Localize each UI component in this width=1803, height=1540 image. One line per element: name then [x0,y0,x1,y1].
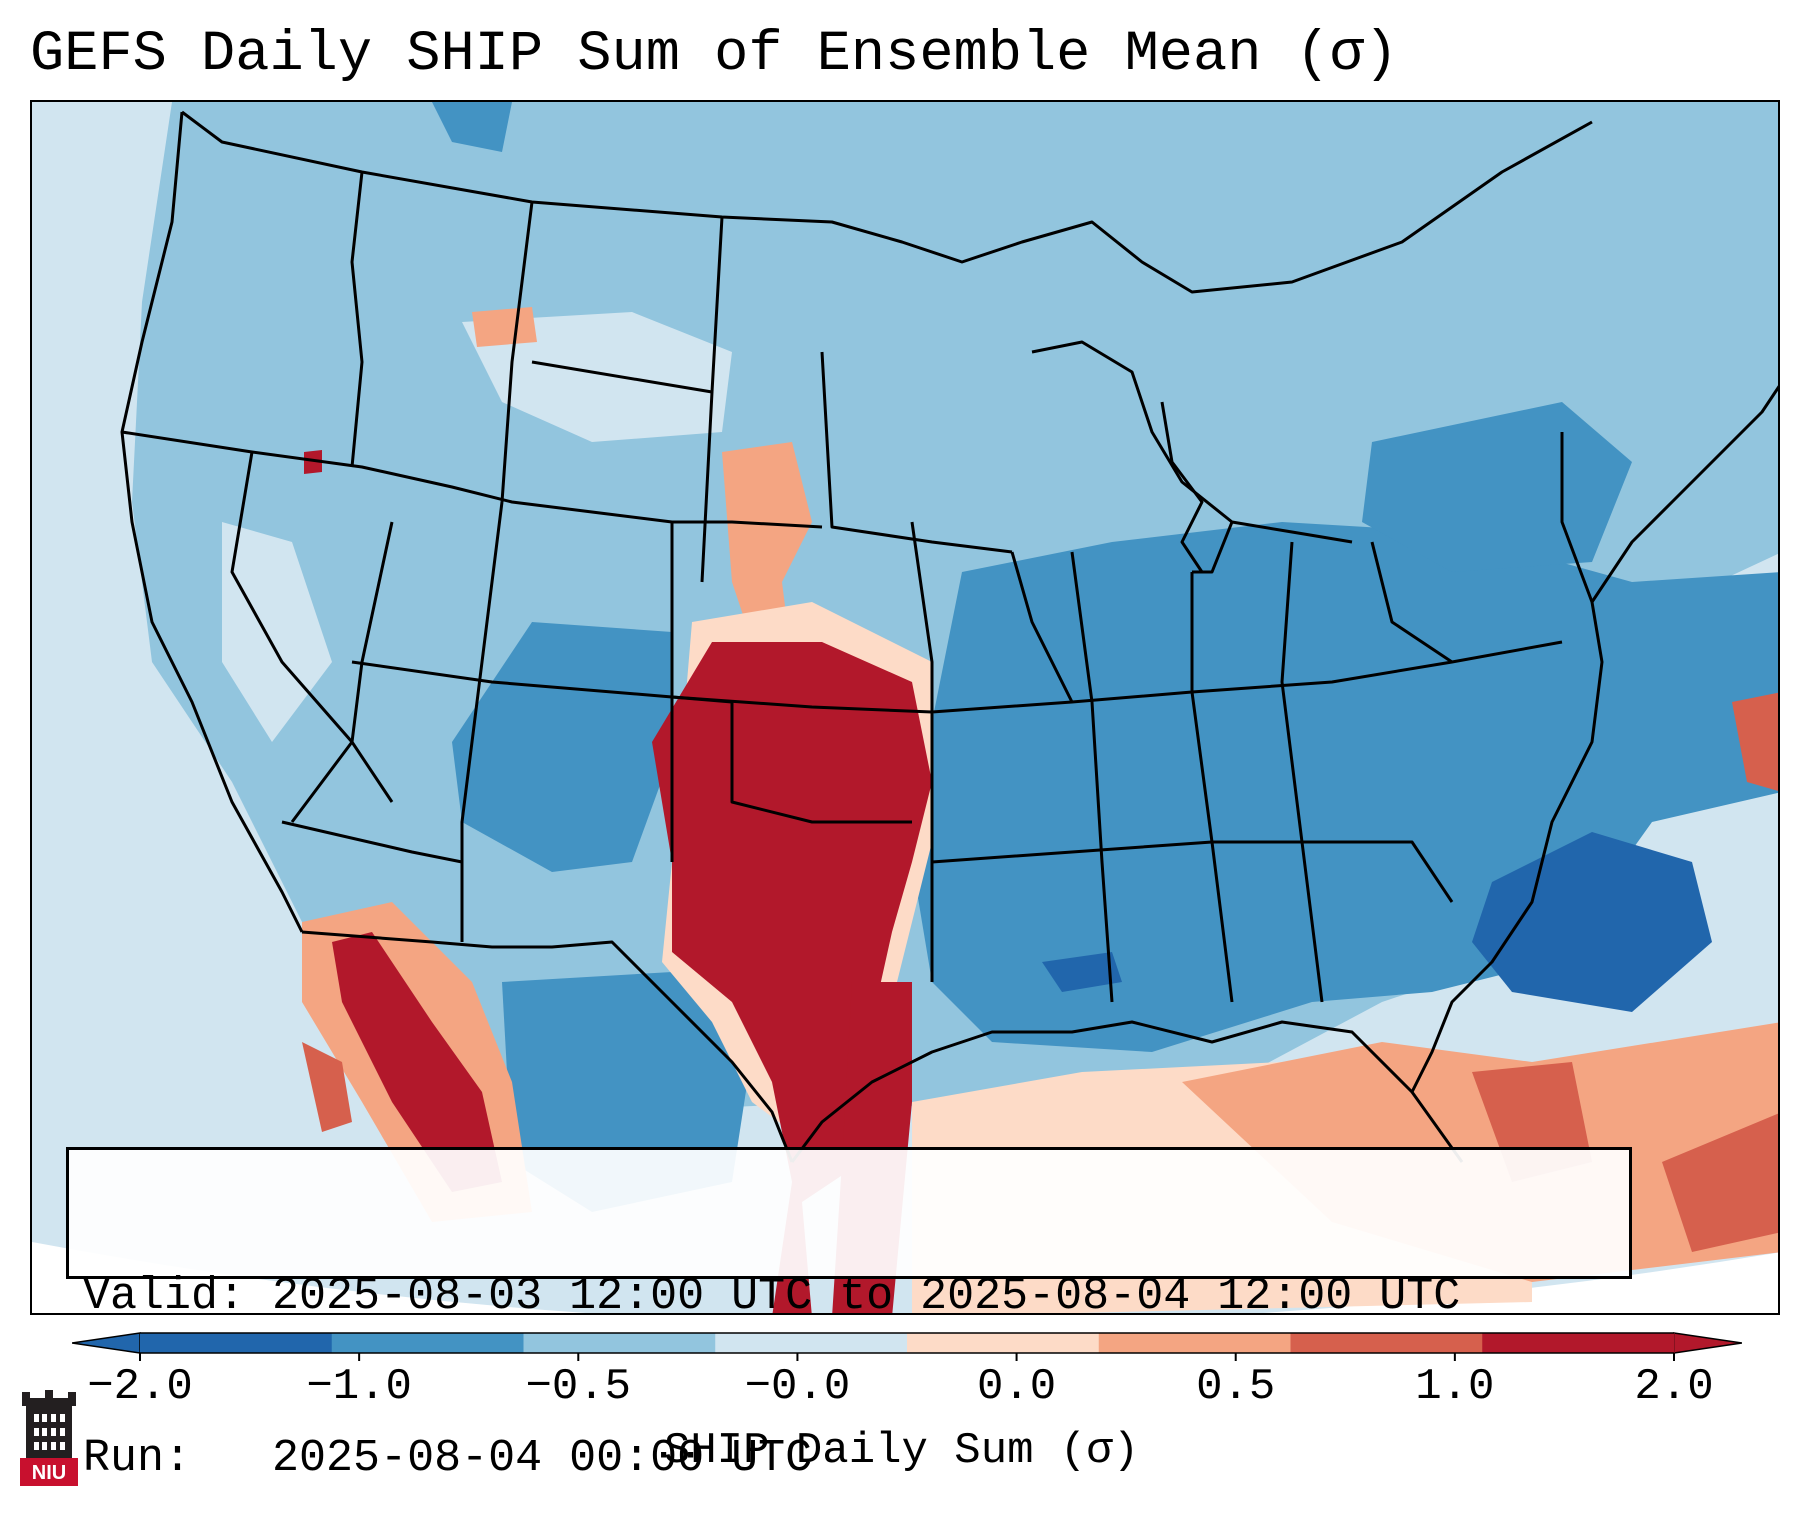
colorbar-bin [523,1333,716,1353]
colorbar-bin [1098,1333,1291,1353]
valid-run-box: Valid: 2025-08-03 12:00 UTC to 2025-08-0… [66,1147,1632,1484]
projection-edge [32,1242,1778,1313]
field-sonora-red [332,932,502,1192]
colorbar-bin [715,1333,908,1353]
colorbar-outline [140,1332,1674,1354]
colorbar-bin [1290,1333,1483,1353]
field-montana-salmon [472,307,537,347]
field-atlantic-red-patch [1732,692,1778,791]
field-plains-salmon [722,442,812,662]
field-oregon-red [304,450,322,474]
colorbar-tick-label: −1.0 [306,1362,412,1412]
run-line: Run: 2025-08-04 00:00 UTC [83,1432,1615,1486]
colorbar-extend-min [72,1332,141,1354]
map-svg [32,102,1778,1313]
run-label: Run: [83,1433,192,1484]
logo-text: NIU [32,1462,66,1484]
colorbar-tick-label: −2.0 [87,1362,193,1412]
chart-title: GEFS Daily SHIP Sum of Ensemble Mean (σ) [30,23,1399,87]
field-canada-dark [432,102,512,152]
colorbar-tick-label: 1.0 [1415,1362,1495,1412]
field-atlantic-darkest [1472,832,1712,1012]
colorbar-label: SHIP Daily Sum (σ) [663,1426,1140,1476]
colorbar-extend-max [1673,1332,1742,1354]
colorbar-tick-label: 2.0 [1634,1362,1714,1412]
colorbar-tick-label: 0.5 [1196,1362,1276,1412]
field-nd-light [462,312,732,442]
colorbar-bin [331,1333,524,1353]
colorbar-bin [1482,1333,1675,1353]
colorbar-bin [907,1333,1100,1353]
field-baja-red [302,1042,352,1132]
valid-value: 2025-08-03 12:00 UTC to 2025-08-04 12:00… [272,1271,1461,1322]
map-borders [120,110,1778,1163]
field-louisiana-darkest [1042,952,1122,992]
colorbar-tick-label: −0.0 [744,1362,851,1412]
valid-label: Valid: [83,1271,246,1322]
run-value: 2025-08-04 00:00 UTC [272,1433,813,1484]
colorbar-tick-label: 0.0 [976,1362,1057,1412]
field-cuba-red [1662,1113,1778,1252]
colorbar [72,1332,1742,1361]
niu-tower-icon: NIU [20,1390,78,1486]
colorbar-bin [140,1333,333,1353]
colorbar-tick-label: −0.5 [525,1362,632,1412]
valid-line: Valid: 2025-08-03 12:00 UTC to 2025-08-0… [83,1270,1615,1324]
map-panel[interactable] [30,100,1780,1315]
